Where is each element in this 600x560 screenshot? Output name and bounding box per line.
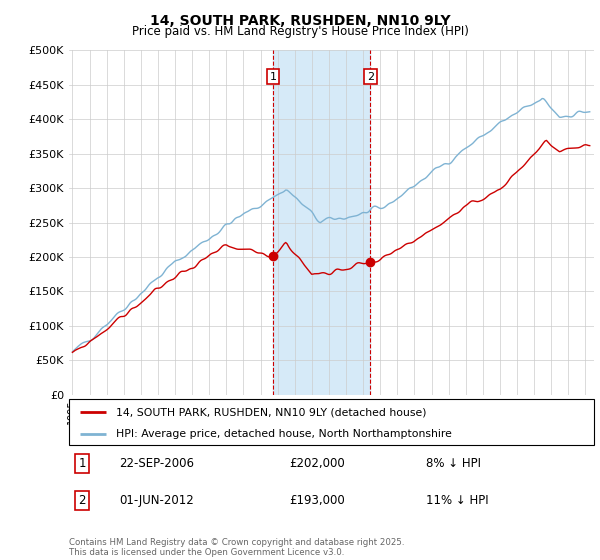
Text: 1: 1 bbox=[269, 72, 277, 82]
Text: 1: 1 bbox=[79, 456, 86, 470]
Text: 8% ↓ HPI: 8% ↓ HPI bbox=[426, 456, 481, 470]
Bar bbox=[273, 50, 370, 395]
Text: 01-JUN-2012: 01-JUN-2012 bbox=[119, 494, 194, 507]
Text: HPI: Average price, detached house, North Northamptonshire: HPI: Average price, detached house, Nort… bbox=[116, 429, 452, 438]
Text: 22-SEP-2006: 22-SEP-2006 bbox=[119, 456, 194, 470]
Text: Contains HM Land Registry data © Crown copyright and database right 2025.
This d: Contains HM Land Registry data © Crown c… bbox=[69, 538, 404, 557]
Text: 2: 2 bbox=[79, 494, 86, 507]
Text: 14, SOUTH PARK, RUSHDEN, NN10 9LY (detached house): 14, SOUTH PARK, RUSHDEN, NN10 9LY (detac… bbox=[116, 407, 427, 417]
Text: £202,000: £202,000 bbox=[290, 456, 345, 470]
Text: 2: 2 bbox=[367, 72, 374, 82]
Text: £193,000: £193,000 bbox=[290, 494, 345, 507]
Text: 11% ↓ HPI: 11% ↓ HPI bbox=[426, 494, 488, 507]
FancyBboxPatch shape bbox=[69, 399, 594, 445]
Text: 14, SOUTH PARK, RUSHDEN, NN10 9LY: 14, SOUTH PARK, RUSHDEN, NN10 9LY bbox=[149, 14, 451, 28]
Text: Price paid vs. HM Land Registry's House Price Index (HPI): Price paid vs. HM Land Registry's House … bbox=[131, 25, 469, 38]
